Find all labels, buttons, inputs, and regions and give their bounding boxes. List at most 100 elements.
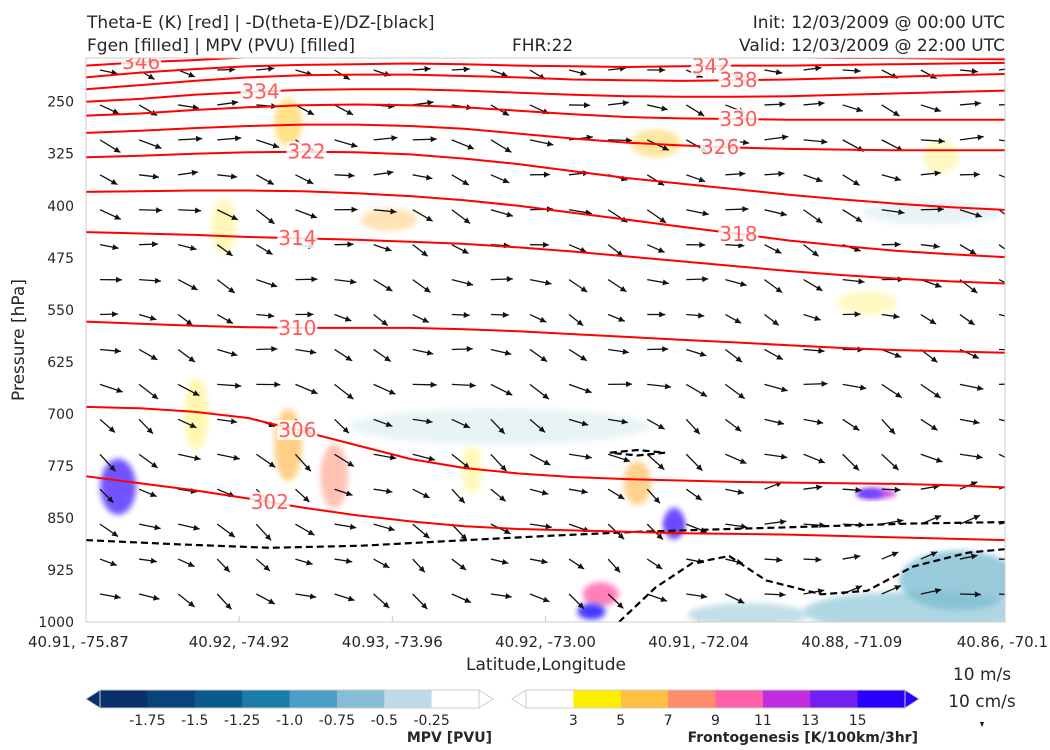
wind-vector-head [1008,250,1015,256]
x-tick-label: 40.91, -72.04 [648,633,749,651]
wind-vector-head [422,492,430,498]
wind-vector-head [185,319,193,326]
wind-vector-head [971,553,978,560]
wind-vector [998,313,1005,317]
wind-vector-head [188,600,195,607]
wind-vector-head [226,249,233,256]
wind-vector-head [307,109,314,115]
colorbar-outline [99,689,480,709]
wind-vector-head [233,454,240,461]
wind-vector-head [657,247,665,253]
y-tick-label: 550 [47,303,74,319]
wind-vector [998,104,1005,106]
theta-e-label: 302 [251,490,289,514]
wind-vector-head [974,100,981,107]
wind-vector-head [541,489,549,496]
wind-vector-head [459,563,467,571]
wind-vector-head [498,427,505,434]
wind-vector-head [149,315,157,321]
colorbar-extend-high [478,689,494,709]
wind-vector-head [616,602,624,609]
wind-vector-head [345,490,353,497]
wind-vector-head [815,285,823,291]
wind-vector-head [304,464,311,472]
wind-vector-head [852,464,860,471]
wind-vector-head [576,319,584,326]
wind-vector-head [581,488,588,495]
wind-vector-head [306,559,313,566]
fgen-fill [837,290,898,315]
wind-vector-head [780,453,788,460]
wind-vector-head [930,551,938,558]
wind-vector-head [342,426,349,434]
wind-vector-head [662,144,669,151]
wind-vector-head [502,109,510,116]
fgen-fill [582,582,619,607]
y-tick-label: 775 [47,459,74,475]
wind-vector-head [815,176,823,183]
wind-vector-head [855,216,863,222]
wind-vector-head [579,70,587,76]
wind-vector-head [894,585,901,591]
wind-vector-head [426,418,433,425]
wind-vector-head [818,457,825,464]
wind-vector-head [1011,556,1017,562]
wind-vector-head [735,356,743,363]
wind-vector-head [967,319,975,325]
colorbar-extend-low [511,689,527,709]
x-tick-label: 40.91, -75.87 [28,633,129,651]
wind-vector-head [817,588,825,595]
wind-vector-head [311,276,318,283]
fgen-fill [922,141,959,174]
wind-vector-head [974,591,981,598]
wind-vector-head [109,464,116,472]
wind-vector-head [343,73,350,80]
wind-vector-head [894,486,901,493]
wind-vector-head [350,278,357,285]
wind-vector-head [274,381,281,388]
wind-vector-head [154,524,161,531]
wind-vector-head [894,175,902,182]
theta-e-line-314 [86,231,1005,285]
wind-vector-head [700,593,708,600]
wind-vector-head [270,281,278,288]
wind-vector-head [776,354,783,360]
wind-vector-head [815,65,822,72]
wind-vector-head [972,353,979,359]
wind-vector-head [263,564,270,571]
wind-vector-head [740,523,748,530]
theta-e-label: 322 [287,140,325,164]
wind-vector-head [858,278,865,285]
theta-e-label-bg [718,70,759,91]
wind-vector-head [114,214,121,220]
wind-vector-head [934,515,942,521]
wind-vector-head [188,71,195,78]
wind-key: 10 m/s 10 cm/s [948,665,1016,727]
wind-vector-head [151,241,159,248]
wind-vector-head [779,101,786,108]
wind-vector-head [382,601,390,608]
wind-vector-head [351,206,358,213]
wind-vector-head [426,349,434,356]
mpv-fill [861,200,1002,225]
y-tick-label: 625 [47,355,74,371]
wind-vector-head [852,424,860,431]
y-tick-label: 1000 [38,615,74,631]
wind-vector-head [739,458,747,464]
wind-vector-head [814,315,821,322]
wind-vector-head [853,553,861,560]
wind-vector-head [267,178,274,185]
theta-e-label: 338 [719,68,757,92]
wind-vector [998,209,1005,216]
wind-vector-head [427,99,434,106]
wind-vector-head [622,348,629,355]
colorbar-swatch [620,690,669,708]
wind-vector-head [502,177,510,184]
colorbar-swatch [194,690,243,708]
wind-vector-head [381,319,388,326]
wind-vector-head [430,136,437,143]
wind-vector-head [150,354,158,360]
wind-vector-head [740,280,747,287]
wind-vector-head [696,464,703,471]
